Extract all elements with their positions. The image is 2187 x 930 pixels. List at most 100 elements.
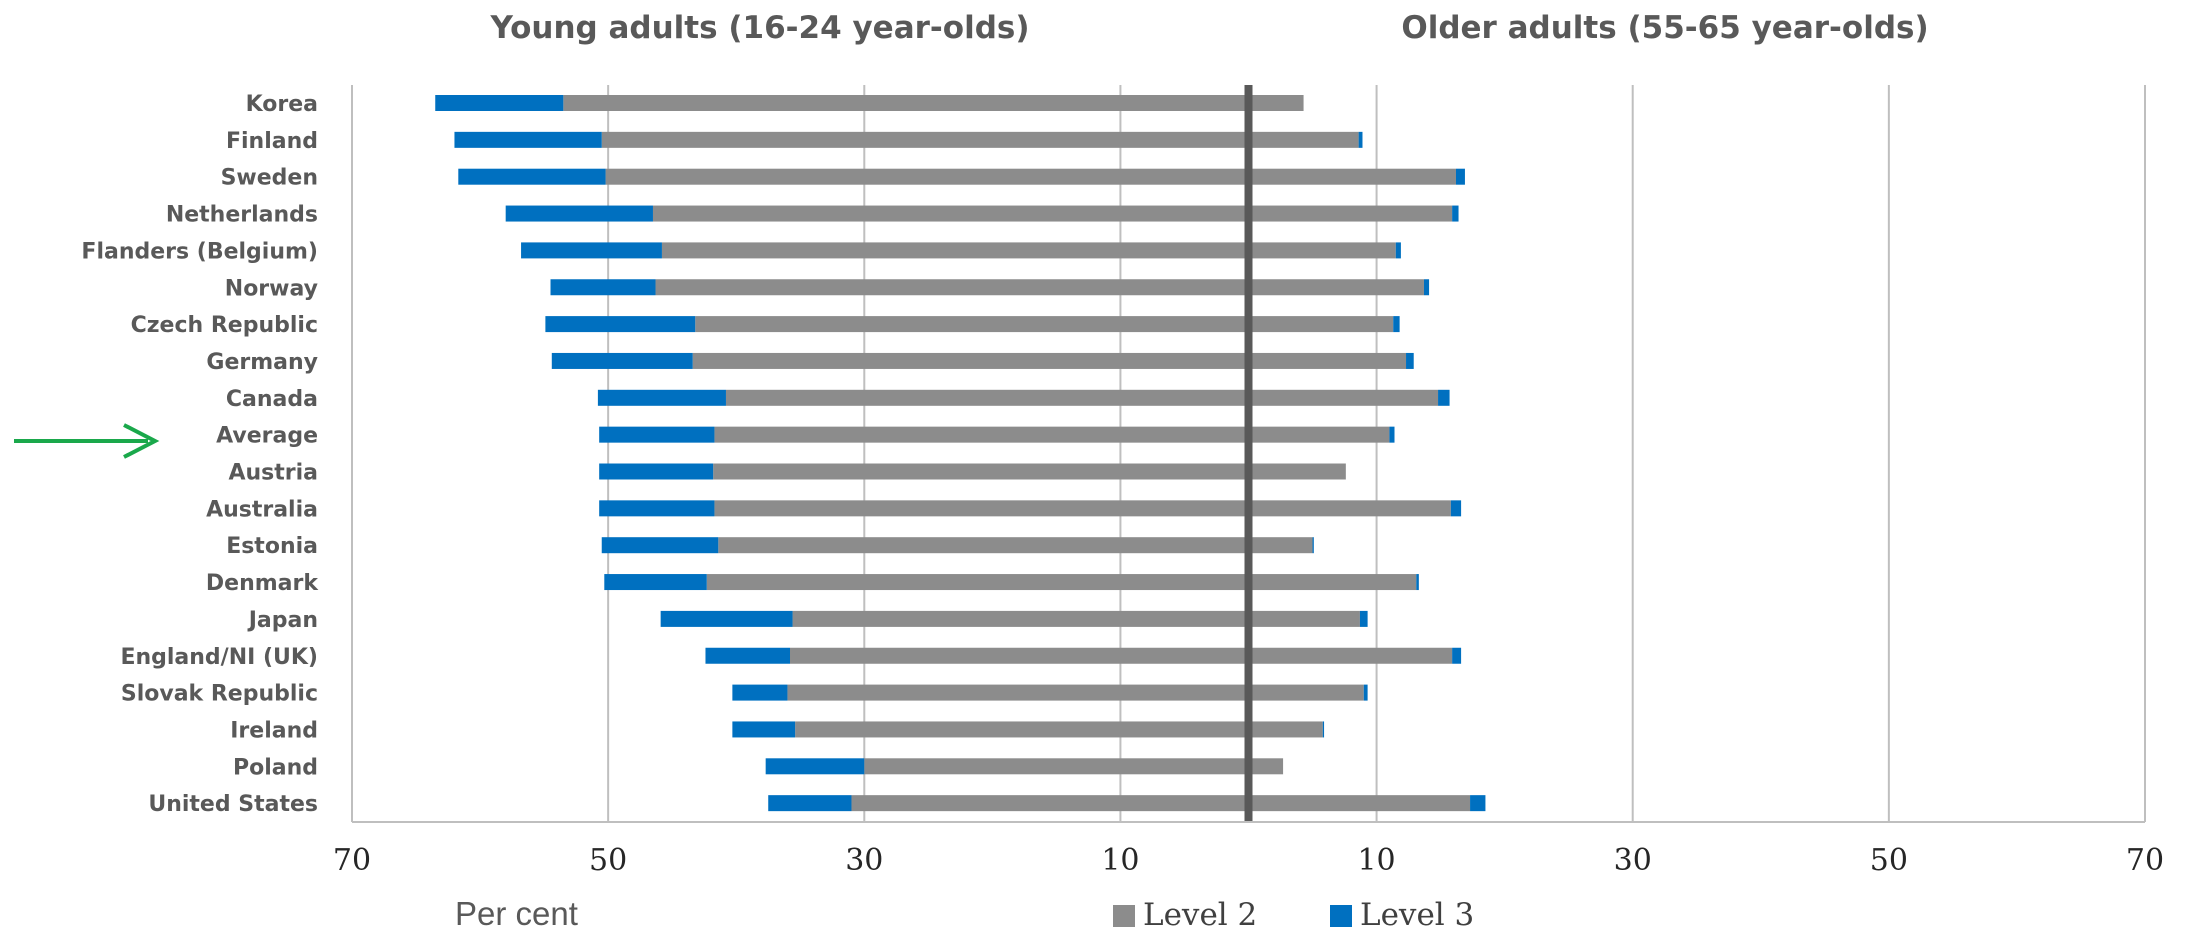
legend-label-level3: Level 3 (1360, 897, 1474, 930)
bar-older-level2 (1248, 647, 1453, 664)
bar-young-level3 (521, 242, 662, 259)
bar-young-level2 (655, 279, 1249, 296)
bar-young-level3 (599, 426, 715, 443)
bar-older-level2 (1248, 610, 1360, 627)
category-label: Denmark (206, 571, 319, 596)
bar-young-level3 (599, 463, 714, 480)
bar-young-level2 (652, 205, 1249, 222)
x-tick-label: 30 (845, 843, 883, 878)
legend-label-level2: Level 2 (1143, 897, 1257, 930)
bar-young-level3 (551, 352, 693, 369)
bar-older-level3 (1393, 316, 1400, 333)
bar-young-level3 (435, 95, 564, 111)
bar-older-level2 (1248, 758, 1284, 775)
bar-young-level3 (604, 574, 707, 591)
bar-young-level2 (718, 537, 1249, 554)
category-label: Netherlands (166, 203, 318, 228)
x-tick-label: 50 (589, 843, 627, 878)
bar-older-level2 (1248, 168, 1456, 185)
bar-older-level3 (1416, 574, 1419, 591)
bar-older-level3 (1438, 389, 1450, 406)
bar-young-level3 (601, 537, 719, 554)
x-tick-label: 10 (1101, 843, 1139, 878)
category-label: Sweden (221, 166, 318, 191)
bar-young-level2 (692, 352, 1249, 369)
bar-young-level3 (550, 279, 656, 296)
bar-young-level3 (732, 684, 788, 701)
bar-young-level2 (714, 426, 1249, 443)
category-label: Ireland (230, 718, 318, 743)
bar-older-level2 (1248, 426, 1390, 443)
bar-young-level3 (505, 205, 653, 222)
category-label: Korea (246, 92, 318, 117)
bar-older-level2 (1248, 500, 1451, 517)
x-tick-label: 70 (333, 843, 371, 878)
bar-young-level2 (714, 500, 1249, 517)
bar-older-level3 (1358, 131, 1363, 148)
category-label: Japan (247, 608, 318, 633)
category-label: Average (216, 424, 318, 449)
bar-young-level2 (795, 721, 1249, 738)
bar-young-level2 (851, 795, 1249, 812)
legend-swatch-level2 (1113, 905, 1135, 927)
bar-older-level2 (1248, 574, 1417, 591)
x-tick-label: 10 (1357, 843, 1395, 878)
bar-older-level3 (1452, 647, 1462, 664)
bar-young-level2 (706, 574, 1249, 591)
tick-labels: 70 50 30 10 10 30 50 70 (333, 843, 2164, 878)
bar-older-level3 (1359, 610, 1368, 627)
bar-young-level2 (563, 95, 1249, 111)
category-label: Australia (206, 497, 318, 522)
category-label: Germany (206, 350, 318, 375)
bar-young-level3 (454, 131, 602, 148)
category-label: Flanders (Belgium) (81, 239, 318, 264)
legend: Level 2 Level 3 (1113, 897, 1474, 930)
bar-young-level2 (605, 168, 1249, 185)
average-arrow (14, 423, 160, 459)
bar-older-level2 (1248, 205, 1453, 222)
bar-young-level2 (864, 758, 1249, 775)
category-label: United States (148, 792, 318, 817)
bar-older-level3 (1322, 721, 1325, 738)
bar-older-level3 (1455, 168, 1465, 185)
bar-older-level2 (1248, 389, 1439, 406)
bar-older-level3 (1470, 795, 1486, 812)
bar-young-level2 (601, 131, 1249, 148)
bars-group (435, 95, 1486, 812)
bar-young-level3 (765, 758, 865, 775)
bar-older-level2 (1248, 95, 1304, 111)
x-axis-title: Per cent (455, 895, 578, 930)
bar-older-level2 (1248, 463, 1346, 480)
right-panel-title: Older adults (55-65 year-olds) (1401, 10, 1928, 46)
bar-older-level3 (1406, 352, 1414, 369)
bar-young-level3 (599, 500, 715, 517)
category-label: Austria (228, 461, 318, 486)
x-tick-label: 70 (2126, 843, 2164, 878)
bar-older-level3 (1363, 684, 1368, 701)
bar-older-level2 (1248, 795, 1471, 812)
bar-older-level3 (1312, 537, 1314, 554)
category-label: Estonia (226, 534, 318, 559)
bar-young-level3 (768, 795, 852, 812)
bar-older-level3 (1395, 242, 1401, 259)
bar-young-level2 (713, 463, 1249, 480)
bar-young-level3 (660, 610, 793, 627)
bar-older-level3 (1452, 205, 1459, 222)
category-label: Poland (233, 755, 318, 780)
category-labels: Korea Finland Sweden Netherlands Flanders (B… (81, 92, 319, 817)
bar-older-level3 (1450, 500, 1462, 517)
bar-young-level2 (790, 647, 1249, 664)
category-label: Czech Republic (131, 313, 318, 338)
category-label: Finland (226, 129, 318, 154)
bar-older-level3 (1423, 279, 1430, 296)
legend-swatch-level3 (1330, 905, 1352, 927)
category-label: Slovak Republic (121, 682, 318, 707)
bar-young-level2 (792, 610, 1249, 627)
bar-older-level2 (1248, 131, 1359, 148)
bar-older-level2 (1248, 352, 1407, 369)
bar-young-level2 (695, 316, 1249, 333)
category-label: Norway (225, 276, 318, 301)
x-tick-label: 50 (1870, 843, 1908, 878)
bar-older-level3 (1389, 426, 1395, 443)
